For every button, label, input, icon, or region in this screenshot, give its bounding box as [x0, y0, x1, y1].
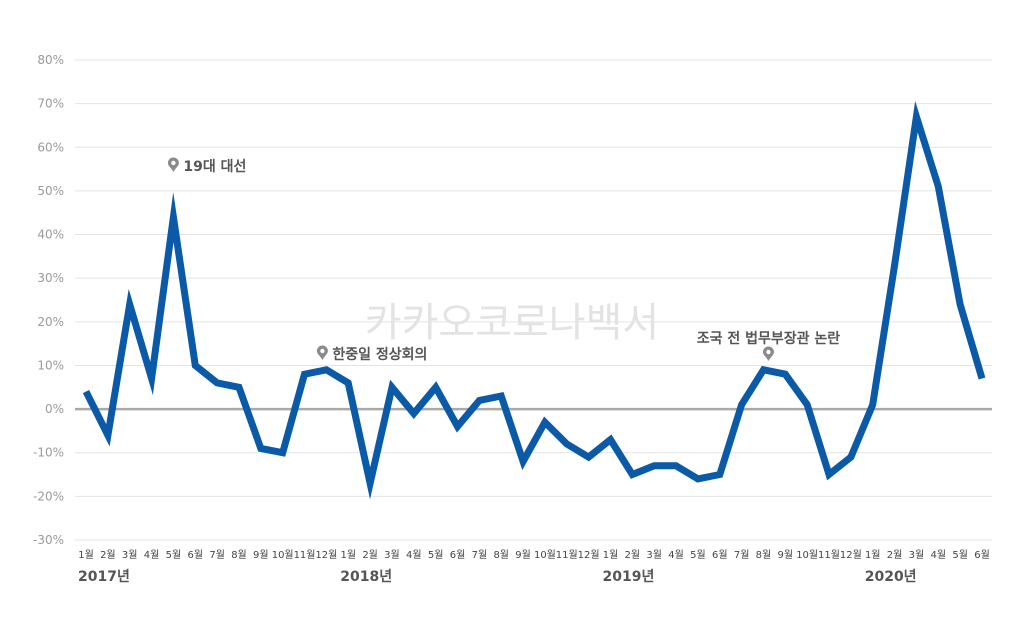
y-tick-label: 70% — [37, 97, 64, 111]
y-tick-label: -10% — [33, 446, 64, 460]
y-tick-label: 20% — [37, 315, 64, 329]
x-tick-label: 11월 — [556, 549, 578, 561]
x-tick-label: 12월 — [840, 549, 862, 561]
x-tick-label: 4월 — [931, 549, 947, 561]
x-tick-label: 8월 — [231, 549, 247, 561]
series-line — [82, 101, 986, 500]
x-tick-label: 5월 — [690, 549, 706, 561]
y-tick-label: 60% — [37, 140, 64, 154]
x-tick-label: 6월 — [974, 549, 990, 561]
x-tick-label: 9월 — [515, 549, 531, 561]
x-tick-label: 3월 — [384, 549, 400, 561]
annotation-label: 19대 대선 — [183, 159, 246, 175]
y-tick-label: 50% — [37, 184, 64, 198]
y-tick-label: 80% — [37, 53, 64, 67]
x-tick-label: 12월 — [578, 549, 600, 561]
x-tick-label: 4월 — [406, 549, 422, 561]
x-tick-label: 1월 — [340, 549, 356, 561]
x-tick-label: 3월 — [909, 549, 925, 561]
location-pin-icon — [316, 345, 328, 360]
x-tick-label: 10월 — [796, 549, 818, 561]
x-tick-label: 11월 — [294, 549, 316, 561]
x-tick-label: 12월 — [315, 549, 337, 561]
y-tick-label: -20% — [33, 489, 64, 503]
x-tick-label: 10월 — [272, 549, 294, 561]
x-tick-label: 9월 — [778, 549, 794, 561]
x-tick-label: 2월 — [887, 549, 903, 561]
x-tick-label: 6월 — [712, 549, 728, 561]
annotation-label: 조국 전 법무부장관 논란 — [697, 330, 841, 347]
x-tick-label: 9월 — [253, 549, 269, 561]
x-tick-label: 8월 — [756, 549, 772, 561]
x-tick-label: 1월 — [865, 549, 881, 561]
y-tick-label: 0% — [45, 402, 64, 416]
x-tick-label: 4월 — [668, 549, 684, 561]
x-tick-label: 7월 — [209, 549, 225, 561]
x-tick-label: 4월 — [144, 549, 160, 561]
x-tick-label: 2월 — [100, 549, 116, 561]
y-tick-label: 10% — [37, 358, 64, 372]
x-tick-label: 11월 — [818, 549, 840, 561]
x-tick-label: 7월 — [472, 549, 488, 561]
x-tick-label: 3월 — [646, 549, 662, 561]
x-tick-label: 6월 — [187, 549, 203, 561]
x-tick-label: 10월 — [534, 549, 556, 561]
location-pin-icon — [762, 346, 774, 361]
x-tick-label: 6월 — [450, 549, 466, 561]
location-pin-icon — [167, 157, 179, 172]
watermark-text: 카카오코로나백서 — [365, 300, 659, 346]
x-tick-label: 2월 — [362, 549, 378, 561]
x-tick-label: 7월 — [734, 549, 750, 561]
x-tick-label: 5월 — [952, 549, 968, 561]
y-tick-label: -30% — [33, 533, 64, 547]
x-tick-label: 2월 — [625, 549, 641, 561]
x-tick-label: 1월 — [78, 549, 94, 561]
year-label: 2020년 — [865, 569, 917, 585]
x-tick-label: 5월 — [166, 549, 182, 561]
annotation-label: 한중일 정상회의 — [332, 346, 427, 363]
year-label: 2019년 — [602, 569, 654, 585]
x-tick-label: 8월 — [493, 549, 509, 561]
x-tick-label: 3월 — [122, 549, 138, 561]
y-tick-label: 30% — [37, 271, 64, 285]
y-tick-label: 40% — [37, 228, 64, 242]
x-tick-label: 1월 — [603, 549, 619, 561]
x-tick-label: 5월 — [428, 549, 444, 561]
year-label: 2017년 — [78, 569, 130, 585]
year-label: 2018년 — [340, 569, 392, 585]
